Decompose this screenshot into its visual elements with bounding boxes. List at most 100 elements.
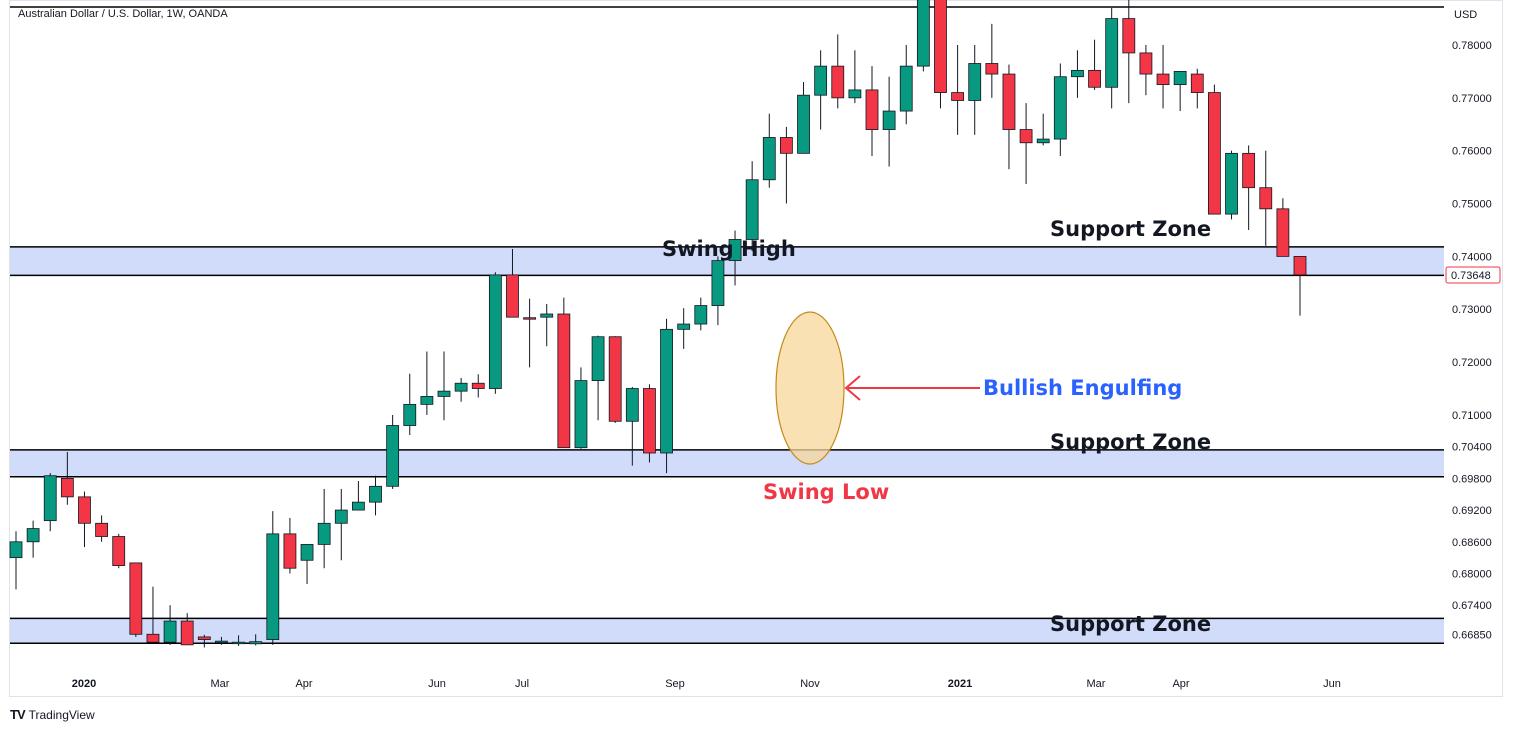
candle-body-bullish xyxy=(43,475,57,522)
candle-body-bullish xyxy=(540,313,554,318)
candle xyxy=(43,473,57,532)
candle xyxy=(215,636,228,645)
bullish-engulfing-label: Bullish Engulfing xyxy=(983,376,1182,400)
time-tick-label: Mar xyxy=(211,678,230,690)
candle-body-bullish xyxy=(317,522,331,545)
candle-body-bullish xyxy=(232,641,245,645)
candle xyxy=(1002,64,1016,170)
candle-body-bullish xyxy=(591,336,605,381)
time-tick-label: Apr xyxy=(1172,678,1189,690)
candle xyxy=(197,634,211,648)
candle-body-bullish xyxy=(403,403,417,426)
swing-high-label: Swing High xyxy=(662,237,796,261)
candle-body-bearish xyxy=(985,63,999,75)
time-tick-label: Mar xyxy=(1087,678,1106,690)
candle-body-bullish xyxy=(711,260,725,306)
candle-body-bullish xyxy=(1036,138,1050,144)
candle-body-bearish xyxy=(523,317,536,320)
candle xyxy=(163,605,177,645)
candle xyxy=(916,0,930,72)
time-tick-label: Sep xyxy=(665,678,685,690)
candle-body-bullish xyxy=(249,641,263,645)
candle xyxy=(1208,84,1221,215)
candle xyxy=(351,481,365,511)
time-tick-label: Jun xyxy=(428,678,446,690)
candle-body-bullish xyxy=(369,485,382,503)
candle xyxy=(1088,39,1101,90)
candle xyxy=(300,544,314,585)
candle xyxy=(471,374,485,398)
candle xyxy=(1276,198,1290,257)
candle xyxy=(899,44,913,125)
candle xyxy=(420,351,434,415)
candle-body-bullish xyxy=(1225,152,1238,215)
candle-body-bearish xyxy=(283,533,297,569)
tradingview-name: TradingView xyxy=(28,707,95,722)
candle xyxy=(608,336,622,423)
chart-frame xyxy=(9,0,1503,697)
candle-body-bearish xyxy=(1019,129,1033,144)
price-tick-label: 0.67400 xyxy=(1452,600,1492,612)
candle xyxy=(660,318,673,474)
candle-body-bullish xyxy=(1105,18,1119,88)
time-tick-label: 2020 xyxy=(72,678,96,690)
candles xyxy=(9,0,1307,648)
candle xyxy=(146,586,160,643)
candle xyxy=(951,44,964,135)
price-tick-label: 0.71000 xyxy=(1452,410,1492,422)
candle xyxy=(60,451,74,505)
candle-body-bearish xyxy=(1088,69,1101,88)
candle-body-bearish xyxy=(1122,18,1136,54)
price-tick-label: 0.73000 xyxy=(1452,304,1492,316)
candle xyxy=(78,491,91,548)
candle-body-bearish xyxy=(197,636,211,640)
candle xyxy=(625,386,639,466)
candle xyxy=(283,518,297,574)
current-price-tag xyxy=(1445,266,1501,284)
candle xyxy=(437,351,451,421)
candle-body-bearish xyxy=(1276,208,1290,257)
candle xyxy=(1139,44,1153,96)
candle-body-bearish xyxy=(506,274,519,318)
candle xyxy=(1036,113,1050,146)
candle xyxy=(848,50,862,104)
candle xyxy=(26,520,40,558)
candle xyxy=(968,44,982,135)
support-zone-band xyxy=(10,618,1444,644)
candle-body-bullish xyxy=(694,305,708,325)
candle-body-bullish xyxy=(625,388,639,422)
candle-body-bearish xyxy=(780,137,793,154)
candle-body-bullish xyxy=(882,110,896,130)
time-tick-label: 2021 xyxy=(948,678,972,690)
candle-body-bearish xyxy=(557,313,571,449)
candle xyxy=(557,297,571,449)
candle-body-bullish xyxy=(762,137,776,181)
candle xyxy=(728,230,742,286)
candle-body-bullish xyxy=(454,382,468,392)
candle xyxy=(129,562,143,637)
symbol-title: Australian Dollar / U.S. Dollar, 1W, OAN… xyxy=(18,8,228,20)
candle xyxy=(643,384,656,463)
candle-body-bearish xyxy=(1242,152,1256,189)
candle-body-bearish xyxy=(1208,92,1221,215)
candle-body-bullish xyxy=(677,323,691,330)
candle-body-bearish xyxy=(934,0,947,93)
price-tick-label: 0.66850 xyxy=(1452,629,1492,641)
candle-body-bullish xyxy=(1053,76,1067,140)
candle xyxy=(574,367,588,449)
candle-body-bearish xyxy=(865,89,879,130)
candle-body-bearish xyxy=(1293,255,1307,276)
candle-body-bearish xyxy=(146,633,160,643)
price-tick-label: 0.77000 xyxy=(1452,93,1492,105)
price-tick-label: 0.74000 xyxy=(1452,251,1492,263)
candle-body-bullish xyxy=(163,620,177,643)
candle xyxy=(454,377,468,402)
candle xyxy=(1156,44,1170,109)
candle xyxy=(266,511,280,645)
tradingview-brand[interactable]: TV TradingView xyxy=(10,707,95,722)
candle xyxy=(814,50,828,130)
candle-body-bearish xyxy=(1156,73,1170,86)
candle-body-bullish xyxy=(814,65,828,96)
candle xyxy=(9,531,23,590)
